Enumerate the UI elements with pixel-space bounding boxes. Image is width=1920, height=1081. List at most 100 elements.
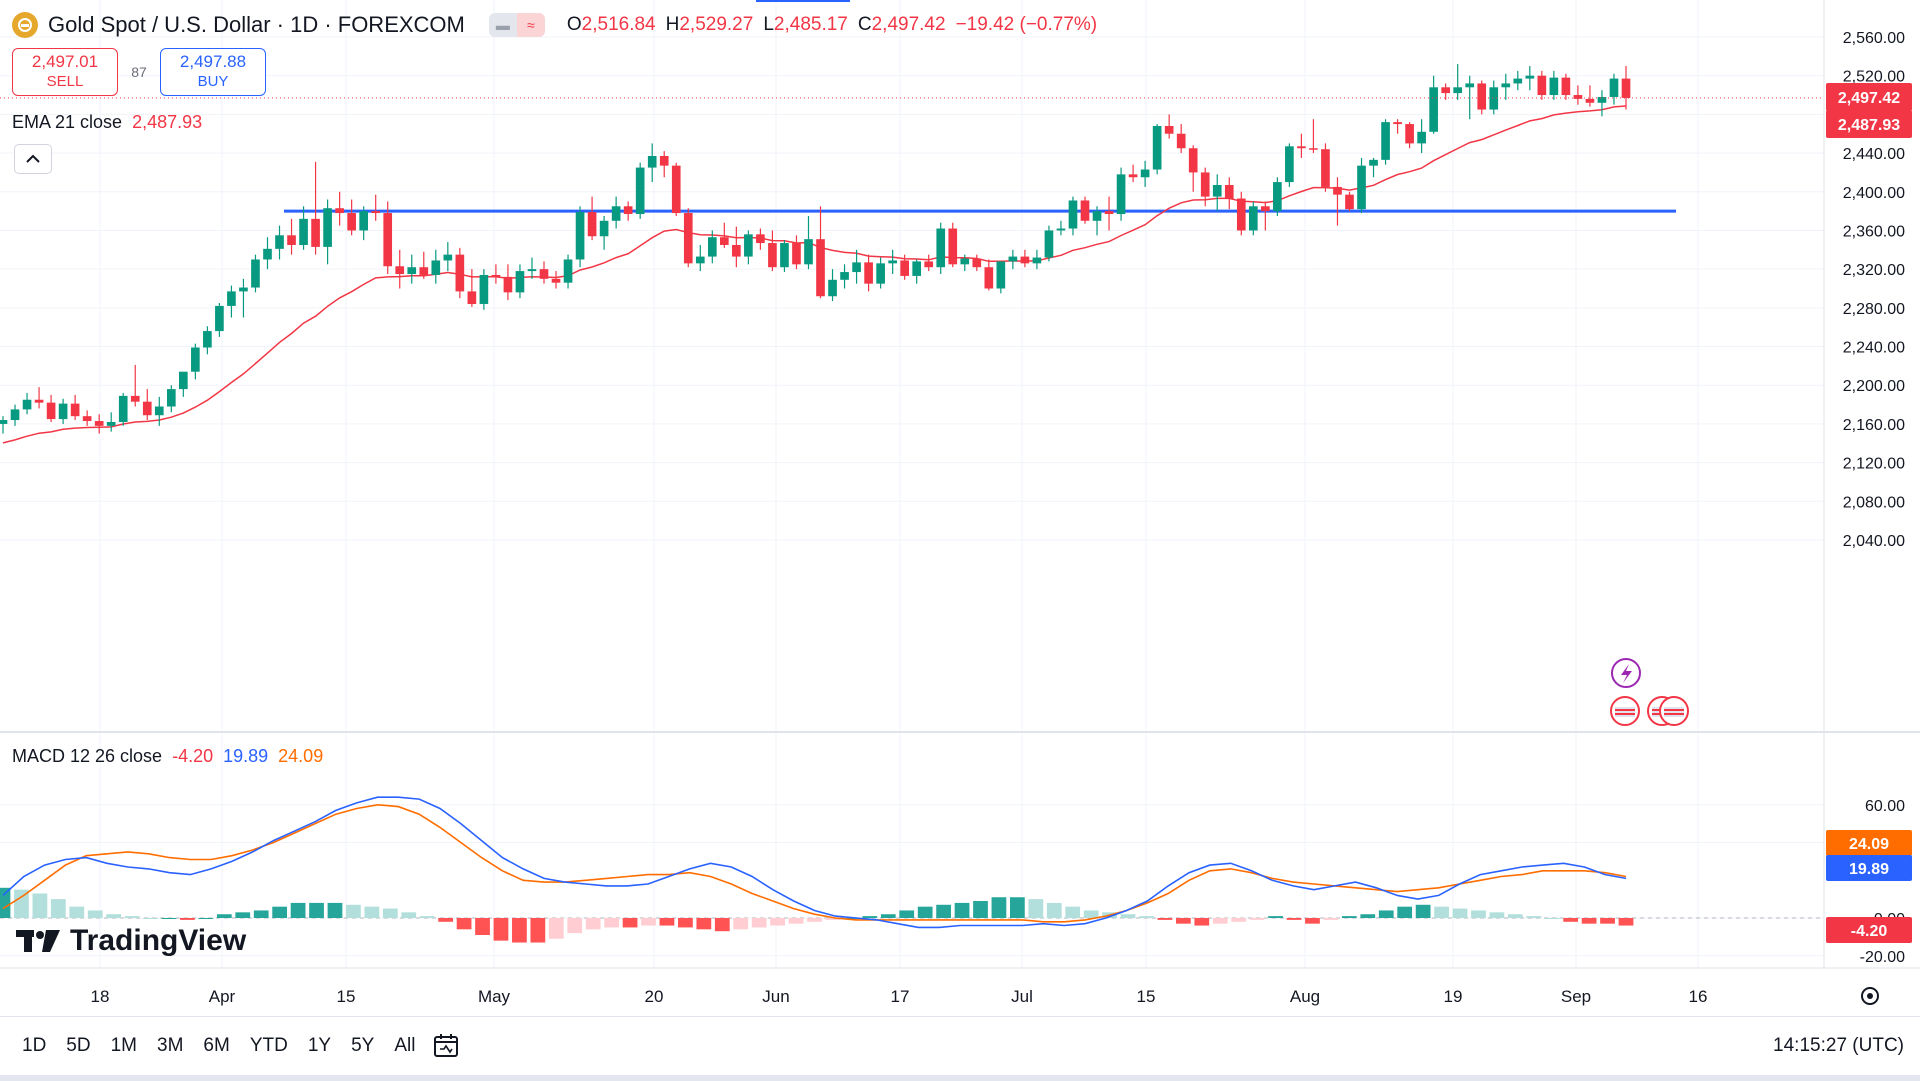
candle[interactable]: [599, 220, 609, 237]
macd-histogram-bar[interactable]: [1544, 918, 1560, 919]
candle[interactable]: [1224, 184, 1234, 199]
candle[interactable]: [1609, 78, 1619, 97]
macd-histogram-bar[interactable]: [1083, 910, 1099, 918]
calendar-icon[interactable]: [432, 1031, 460, 1059]
candle[interactable]: [311, 218, 320, 247]
candle[interactable]: [479, 274, 489, 304]
candle[interactable]: [707, 237, 717, 257]
candle[interactable]: [1357, 165, 1366, 210]
candle[interactable]: [94, 421, 104, 426]
candle[interactable]: [1309, 148, 1318, 150]
candle[interactable]: [876, 263, 885, 284]
candle[interactable]: [491, 274, 501, 277]
macd-histogram-bar[interactable]: [1378, 910, 1394, 918]
candle[interactable]: [575, 212, 585, 260]
candle[interactable]: [82, 416, 92, 422]
macd-histogram-bar[interactable]: [807, 918, 822, 922]
ema-line[interactable]: [2, 105, 1627, 444]
candle[interactable]: [647, 155, 657, 168]
candle[interactable]: [1116, 174, 1126, 215]
macd-histogram-bar[interactable]: [1120, 914, 1136, 918]
candle[interactable]: [1297, 146, 1306, 149]
macd-histogram-bar[interactable]: [1507, 914, 1523, 918]
candle[interactable]: [1261, 206, 1270, 212]
candle[interactable]: [239, 287, 248, 292]
macd-histogram-bar[interactable]: [1009, 897, 1025, 918]
candle[interactable]: [756, 234, 765, 244]
candle[interactable]: [900, 260, 909, 276]
macd-histogram-bar[interactable]: [364, 906, 380, 918]
candle[interactable]: [419, 267, 429, 275]
candle[interactable]: [467, 291, 477, 304]
macd-histogram-bar[interactable]: [1526, 916, 1542, 918]
macd-histogram-bar[interactable]: [604, 918, 620, 928]
candle[interactable]: [1585, 98, 1595, 103]
macd-histogram-bar[interactable]: [1563, 918, 1579, 922]
candle[interactable]: [515, 271, 525, 293]
range-ytd[interactable]: YTD: [249, 1035, 288, 1056]
candle[interactable]: [623, 206, 633, 215]
macd-histogram-bar[interactable]: [751, 918, 767, 928]
market-status-pill[interactable]: ▬ ≈: [488, 13, 545, 37]
candle[interactable]: [22, 399, 32, 410]
candle[interactable]: [996, 261, 1006, 289]
macd-histogram-bar[interactable]: [290, 902, 306, 918]
macd-histogram-bar[interactable]: [1175, 918, 1191, 924]
macd-histogram-bar[interactable]: [1415, 904, 1431, 918]
macd-histogram-bar[interactable]: [567, 918, 583, 934]
macd-histogram-bar[interactable]: [733, 918, 749, 930]
candle[interactable]: [1417, 131, 1426, 144]
candle[interactable]: [1489, 87, 1499, 110]
candle[interactable]: [203, 331, 212, 348]
candle[interactable]: [46, 402, 56, 420]
candle[interactable]: [1092, 211, 1102, 221]
candle[interactable]: [1333, 186, 1342, 195]
candle[interactable]: [154, 406, 164, 416]
candle[interactable]: [395, 266, 405, 274]
macd-histogram-bar[interactable]: [327, 902, 343, 918]
candle[interactable]: [780, 243, 789, 268]
macd-histogram-bar[interactable]: [1360, 914, 1376, 918]
candle[interactable]: [768, 243, 777, 268]
macd-histogram-bar[interactable]: [143, 918, 158, 919]
candle[interactable]: [948, 228, 958, 265]
macd-histogram-bar[interactable]: [899, 910, 915, 918]
candle[interactable]: [1080, 200, 1090, 221]
macd-histogram-bar[interactable]: [124, 916, 140, 918]
candle[interactable]: [551, 278, 561, 283]
candle[interactable]: [1345, 194, 1354, 210]
candle[interactable]: [503, 276, 513, 293]
candle[interactable]: [130, 395, 140, 402]
candle[interactable]: [912, 261, 922, 276]
candle[interactable]: [118, 395, 128, 422]
candle[interactable]: [732, 244, 741, 257]
candle[interactable]: [106, 421, 116, 426]
range-1y[interactable]: 1Y: [307, 1035, 332, 1056]
candle[interactable]: [431, 260, 441, 275]
macd-histogram-bar[interactable]: [1341, 916, 1357, 918]
candle[interactable]: [972, 258, 982, 268]
macd-line[interactable]: [2, 796, 1627, 929]
macd-histogram-bar[interactable]: [770, 918, 785, 926]
macd-histogram-bar[interactable]: [87, 910, 103, 918]
macd-histogram-bar[interactable]: [235, 912, 251, 918]
candle[interactable]: [720, 237, 729, 245]
candle[interactable]: [0, 420, 8, 424]
candle[interactable]: [635, 167, 645, 215]
macd-histogram-bar[interactable]: [456, 918, 472, 930]
candle[interactable]: [70, 403, 80, 417]
macd-histogram-bar[interactable]: [696, 918, 712, 930]
candle[interactable]: [227, 291, 236, 306]
candle[interactable]: [683, 213, 693, 264]
candle[interactable]: [587, 212, 597, 237]
macd-histogram-bar[interactable]: [1268, 916, 1283, 918]
candle[interactable]: [1321, 149, 1330, 187]
macd-histogram-bar[interactable]: [1471, 910, 1486, 918]
range-6m[interactable]: 6M: [203, 1035, 230, 1056]
macd-histogram-bar[interactable]: [973, 901, 988, 918]
candle[interactable]: [10, 409, 20, 421]
candle[interactable]: [166, 389, 176, 407]
candle[interactable]: [1104, 211, 1114, 215]
candle[interactable]: [1068, 200, 1078, 229]
candle[interactable]: [275, 235, 284, 249]
